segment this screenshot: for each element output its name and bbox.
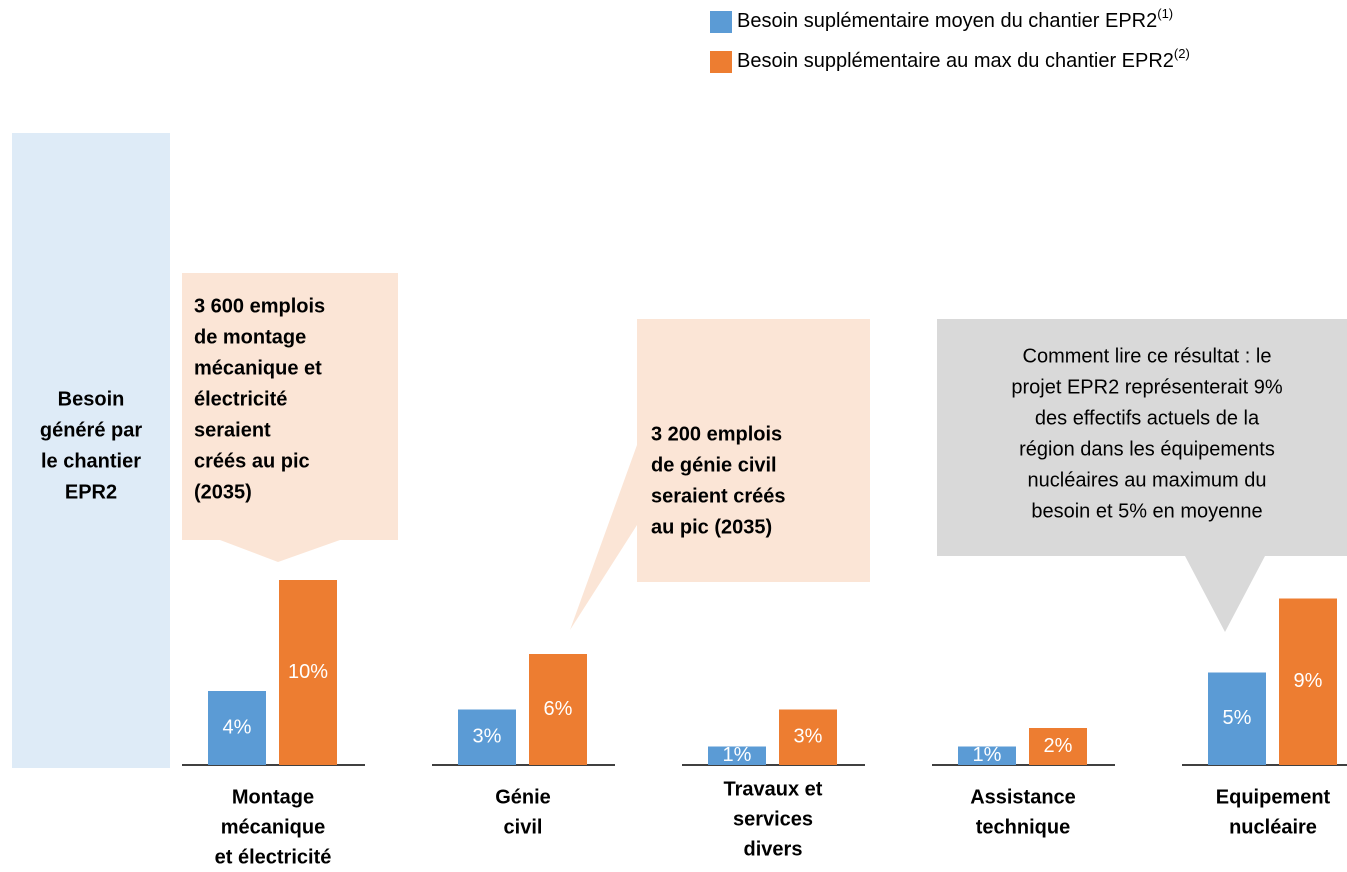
x-tick-label: Travaux et <box>724 778 823 800</box>
bar <box>1208 672 1266 765</box>
annotation: de montage <box>194 326 306 348</box>
data-label: 1% <box>973 744 1002 766</box>
x-tick-label: technique <box>976 816 1070 838</box>
legend-name: Besoin supplémentaire au max du chantier… <box>737 50 1174 72</box>
x-tick-label: civil <box>504 816 543 838</box>
legend-swatch <box>710 11 732 33</box>
data-label: 3% <box>473 726 502 748</box>
annotation: région dans les équipements <box>1019 438 1275 460</box>
legend-label: Besoin suplémentaire moyen du chantier E… <box>737 6 1173 32</box>
x-tick-label: Montage <box>232 786 314 808</box>
x-tick-label: services <box>733 808 813 830</box>
annotation: Comment lire ce résultat : le <box>1023 345 1272 367</box>
x-tick-label: Génie <box>495 786 551 808</box>
annotation: au pic (2035) <box>651 516 772 538</box>
annotation: besoin et 5% en moyenne <box>1031 500 1262 522</box>
x-tick-label: et électricité <box>215 846 332 868</box>
side-label: EPR2 <box>65 481 117 503</box>
bar <box>1279 598 1337 765</box>
data-label: 10% <box>288 661 328 683</box>
data-label: 5% <box>1223 707 1252 729</box>
legend-swatch <box>710 51 732 73</box>
x-tick-label: divers <box>744 838 803 860</box>
annotation: des effectifs actuels de la <box>1035 407 1260 429</box>
annotation: (2035) <box>194 481 252 503</box>
annotation: seraient créés <box>651 485 786 507</box>
data-label: 9% <box>1294 670 1323 692</box>
legend-name: Besoin suplémentaire moyen du chantier E… <box>737 10 1157 32</box>
bar <box>708 746 766 765</box>
data-label: 6% <box>544 698 573 720</box>
side-label: généré par <box>40 419 142 441</box>
bar <box>458 709 516 765</box>
bar <box>279 580 337 765</box>
x-tick-label: mécanique <box>221 816 325 838</box>
side-label: le chantier <box>41 450 141 472</box>
annotation: seraient <box>194 419 271 441</box>
bar <box>779 709 837 765</box>
annotation: 3 600 emplois <box>194 295 325 317</box>
legend-footnote: (2) <box>1174 46 1190 61</box>
data-label: 4% <box>223 716 252 738</box>
annotation: nucléaires au maximum du <box>1028 469 1267 491</box>
legend-label: Besoin supplémentaire au max du chantier… <box>737 46 1190 72</box>
annotation: électricité <box>194 388 287 410</box>
data-label: 1% <box>723 744 752 766</box>
side-label: Besoin <box>58 388 125 410</box>
annotation: créés au pic <box>194 450 310 472</box>
bar <box>529 654 587 765</box>
callout-box <box>937 319 1347 632</box>
callout-box <box>182 273 398 562</box>
annotation: mécanique et <box>194 357 322 379</box>
x-tick-label: nucléaire <box>1229 816 1317 838</box>
annotation: 3 200 emplois <box>651 423 782 445</box>
data-label: 3% <box>794 726 823 748</box>
annotation: projet EPR2 représenterait 9% <box>1011 376 1282 398</box>
callout-box <box>570 319 870 630</box>
annotation: de génie civil <box>651 454 777 476</box>
x-tick-label: Equipement <box>1216 786 1331 808</box>
bar <box>208 691 266 765</box>
bar <box>1029 728 1087 765</box>
x-tick-label: Assistance <box>970 786 1076 808</box>
side-box <box>12 133 170 768</box>
bar <box>958 746 1016 765</box>
legend-footnote: (1) <box>1157 6 1173 21</box>
data-label: 2% <box>1044 735 1073 757</box>
